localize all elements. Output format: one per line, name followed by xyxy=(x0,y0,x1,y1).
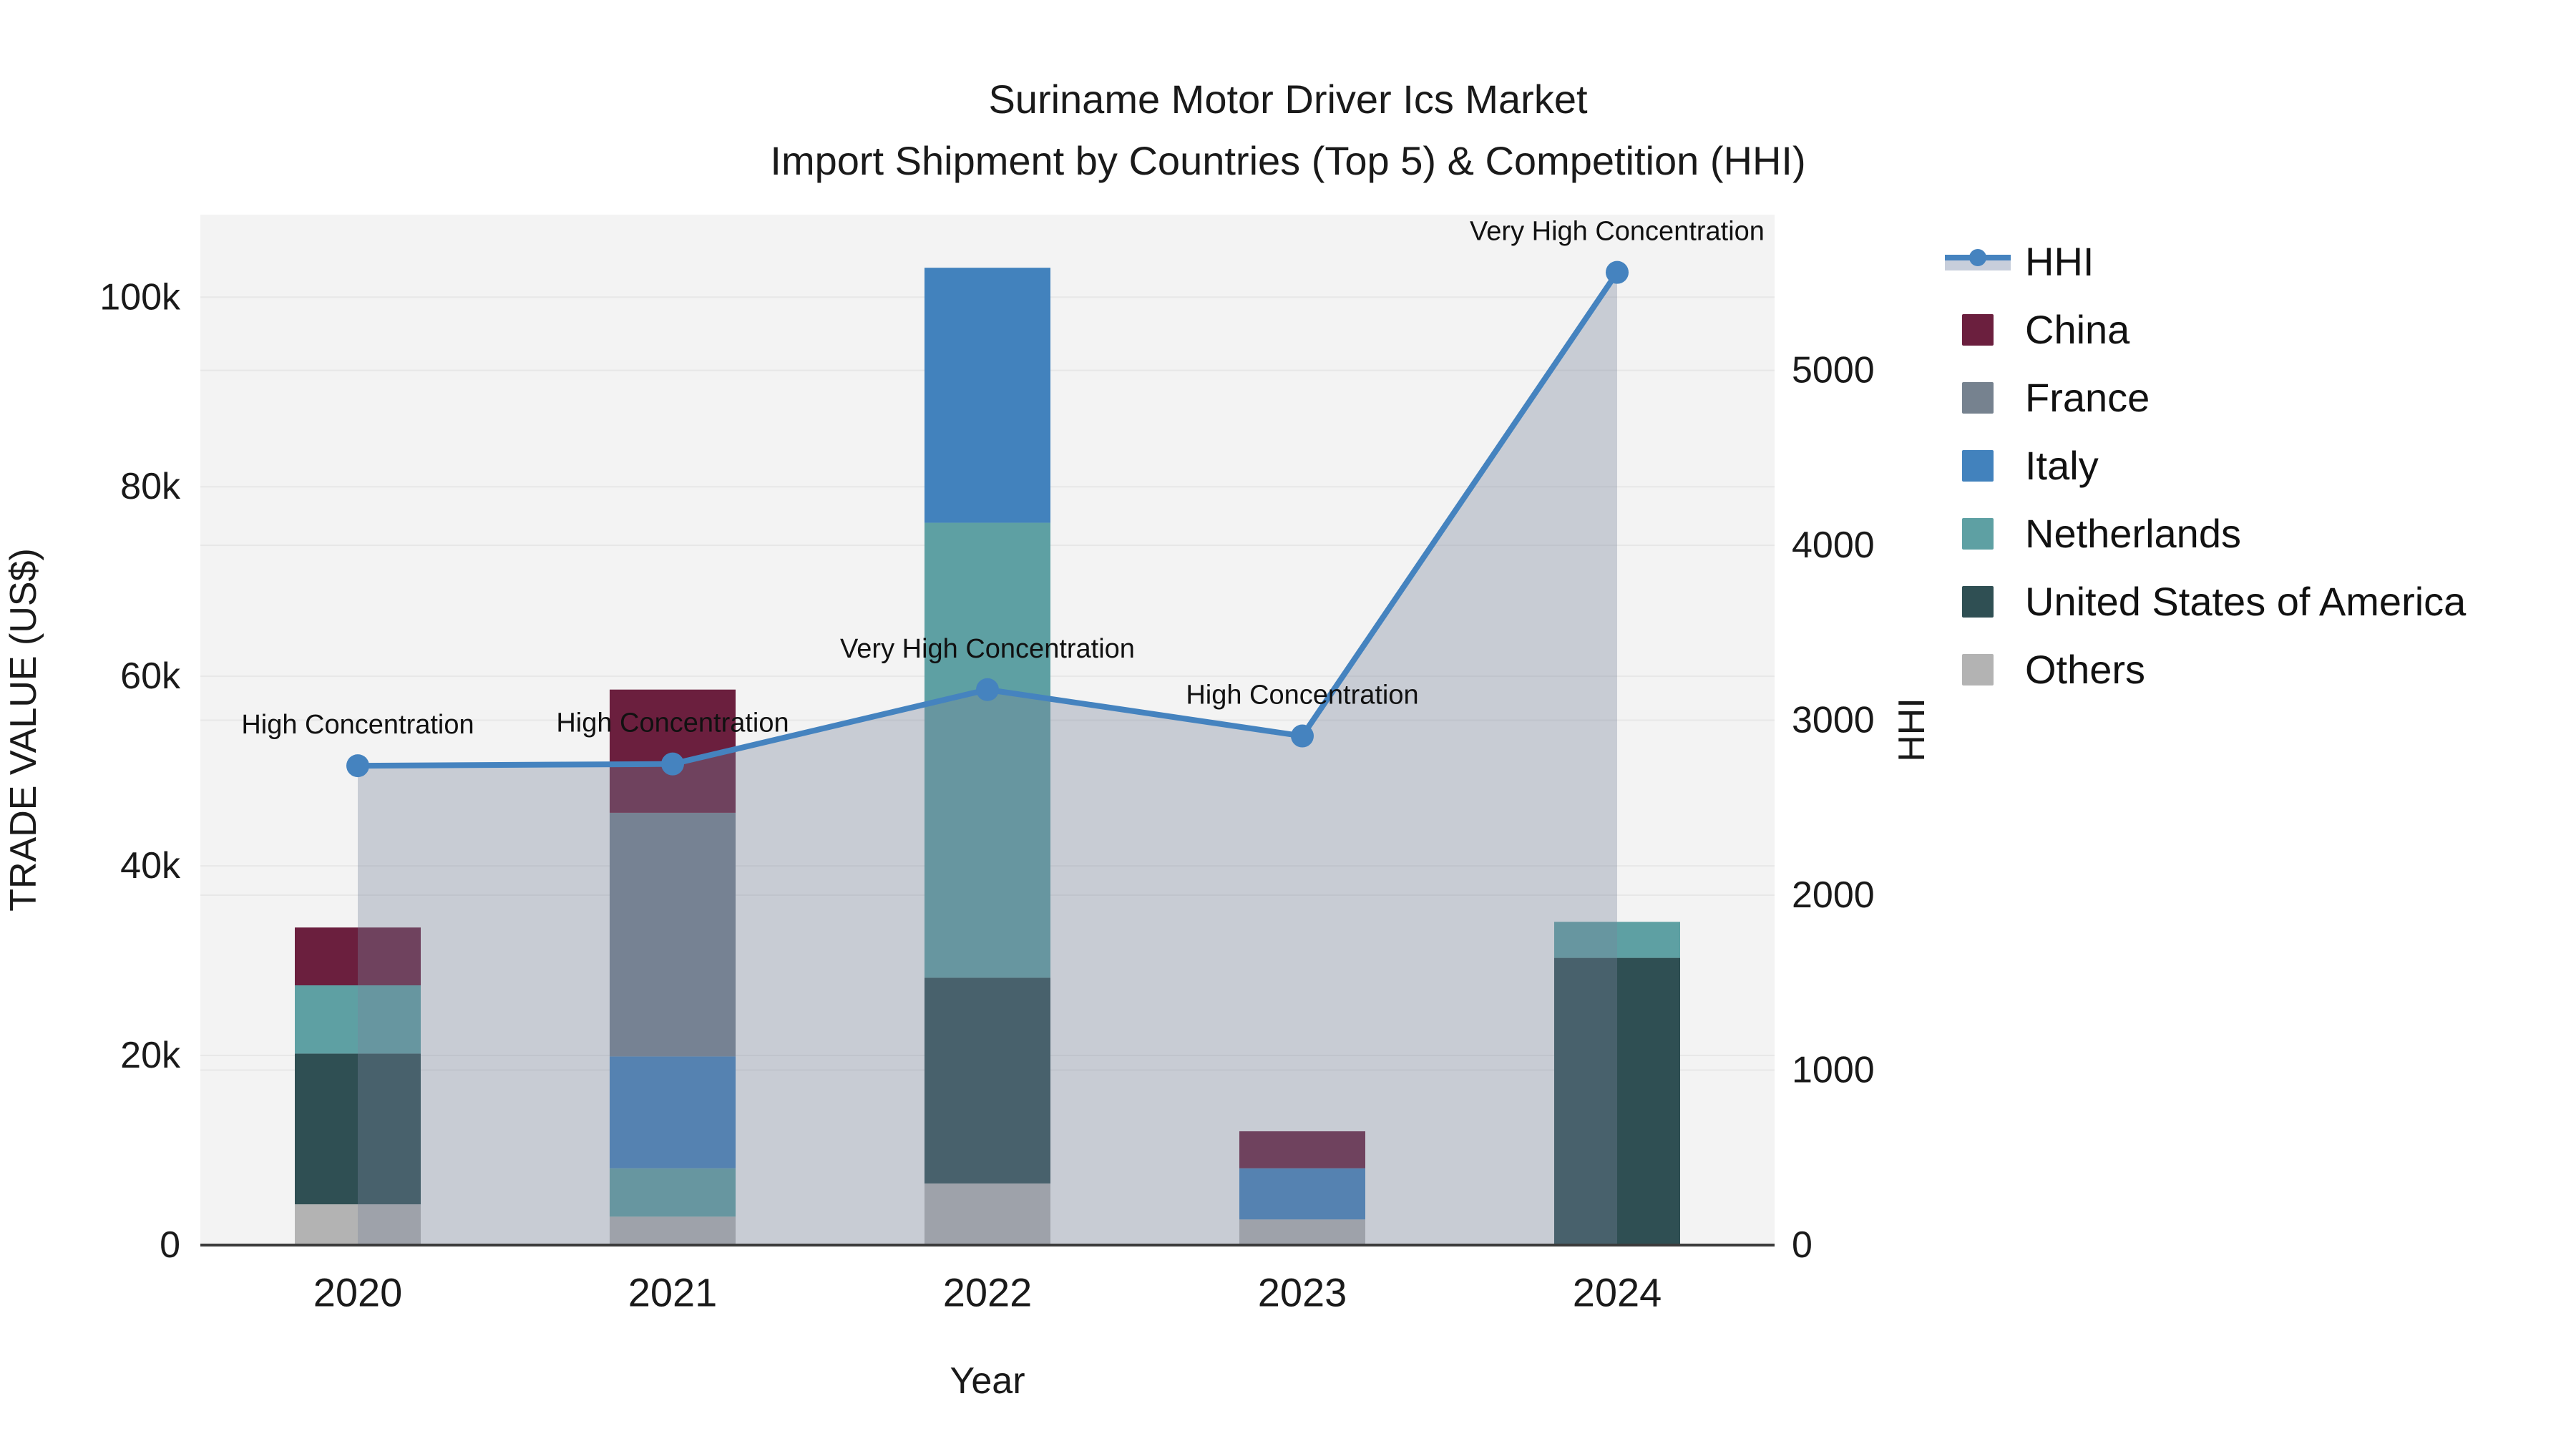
color-swatch-icon xyxy=(1945,653,2025,687)
color-swatch-icon xyxy=(1945,381,2025,415)
legend-label: Italy xyxy=(2025,443,2099,488)
swatch-china xyxy=(1962,313,1994,346)
y-left-tick-80k: 80k xyxy=(120,466,181,507)
legend-item-france[interactable]: France xyxy=(1945,364,2466,431)
y-left-tick-20k: 20k xyxy=(120,1035,181,1076)
hhi-marker-2024 xyxy=(1606,260,1629,284)
hhi-line-sample xyxy=(1945,248,2011,270)
y-right-tick-2000: 2000 xyxy=(1792,874,1875,916)
y-right-tick-4000: 4000 xyxy=(1792,525,1875,566)
annotation-2022: Very High Concentration xyxy=(840,634,1135,664)
legend-item-hhi[interactable]: HHI xyxy=(1945,228,2466,296)
x-tick-2024: 2024 xyxy=(1573,1270,1662,1315)
annotation-2023: High Concentration xyxy=(1186,680,1418,711)
swatch-france xyxy=(1962,381,1994,414)
swatch-united-states-of-america xyxy=(1962,585,1994,618)
chart-title: Suriname Motor Driver Ics Market xyxy=(988,77,1588,122)
bar-segment-united-states-of-america-2022 xyxy=(924,977,1050,1184)
y-left-tick-100k: 100k xyxy=(99,276,181,318)
color-swatch-icon xyxy=(1945,449,2025,483)
hhi-marker-2021 xyxy=(661,752,684,776)
legend-label: Others xyxy=(2025,647,2146,692)
bar-segment-netherlands-2024 xyxy=(1554,922,1680,958)
color-swatch-icon xyxy=(1945,517,2025,551)
hhi-area xyxy=(358,272,1617,1246)
x-tick-2021: 2021 xyxy=(628,1270,718,1315)
hhi-marker-2022 xyxy=(976,678,999,701)
x-tick-2022: 2022 xyxy=(943,1270,1033,1315)
annotation-2024: Very High Concentration xyxy=(1470,217,1765,247)
annotation-2020: High Concentration xyxy=(241,710,474,740)
y-left-tick-0: 0 xyxy=(160,1224,180,1266)
swatch-others xyxy=(1962,653,1994,686)
y-left-tick-40k: 40k xyxy=(120,845,181,887)
bar-segment-netherlands-2021 xyxy=(610,1168,736,1217)
swatch-netherlands xyxy=(1962,517,1994,550)
legend: HHI China France Italy Netherlands United Sta… xyxy=(1945,228,2466,703)
x-axis-title: Year xyxy=(950,1360,1025,1402)
bar-segment-china-2023 xyxy=(1239,1131,1365,1169)
color-swatch-icon xyxy=(1945,313,2025,347)
title-block: Suriname Motor Driver Ics Market Import … xyxy=(0,69,2576,192)
hhi-marker-2020 xyxy=(346,754,369,778)
legend-label: United States of America xyxy=(2025,579,2467,624)
legend-item-others[interactable]: Others xyxy=(1945,635,2466,703)
annotation-2021: High Concentration xyxy=(556,708,789,738)
color-swatch-icon xyxy=(1945,585,2025,619)
chart-subtitle: Import Shipment by Countries (Top 5) & C… xyxy=(770,138,1806,183)
bar-segment-italy-2021 xyxy=(610,1056,736,1169)
bar-segment-france-2021 xyxy=(610,812,736,1057)
hhi-line-swatch-icon xyxy=(1945,245,2025,279)
y-right-tick-3000: 3000 xyxy=(1792,700,1875,741)
legend-label: China xyxy=(2025,307,2130,352)
bar-segment-others-2022 xyxy=(924,1183,1050,1245)
hhi-marker-2023 xyxy=(1291,724,1314,748)
legend-label: HHI xyxy=(2025,239,2094,284)
bar-segment-united-states-of-america-2020 xyxy=(295,1053,421,1205)
y-right-axis-title: HHI xyxy=(1891,698,1933,762)
bar-segment-united-states-of-america-2024 xyxy=(1554,957,1680,1245)
bar-segment-netherlands-2020 xyxy=(295,985,421,1054)
y-right-tick-0: 0 xyxy=(1792,1224,1813,1266)
swatch-italy xyxy=(1962,449,1994,482)
bar-segment-netherlands-2022 xyxy=(924,522,1050,978)
bar-segment-china-2020 xyxy=(295,927,421,986)
legend-item-netherlands[interactable]: Netherlands xyxy=(1945,499,2466,567)
legend-item-united-states-of-america[interactable]: United States of America xyxy=(1945,567,2466,635)
legend-item-italy[interactable]: Italy xyxy=(1945,431,2466,499)
x-tick-2020: 2020 xyxy=(313,1270,403,1315)
bar-segment-others-2021 xyxy=(610,1216,736,1245)
y-left-axis-title: TRADE VALUE (US$) xyxy=(3,548,44,912)
x-tick-2023: 2023 xyxy=(1258,1270,1347,1315)
bar-segment-italy-2022 xyxy=(924,268,1050,523)
legend-label: Netherlands xyxy=(2025,511,2241,556)
y-left-tick-60k: 60k xyxy=(120,655,181,697)
bar-segment-others-2020 xyxy=(295,1204,421,1245)
bar-segment-italy-2023 xyxy=(1239,1168,1365,1220)
y-right-tick-5000: 5000 xyxy=(1792,350,1875,391)
bar-segment-others-2023 xyxy=(1239,1219,1365,1245)
legend-item-china[interactable]: China xyxy=(1945,296,2466,364)
legend-label: France xyxy=(2025,375,2150,420)
y-right-tick-1000: 1000 xyxy=(1792,1050,1875,1091)
